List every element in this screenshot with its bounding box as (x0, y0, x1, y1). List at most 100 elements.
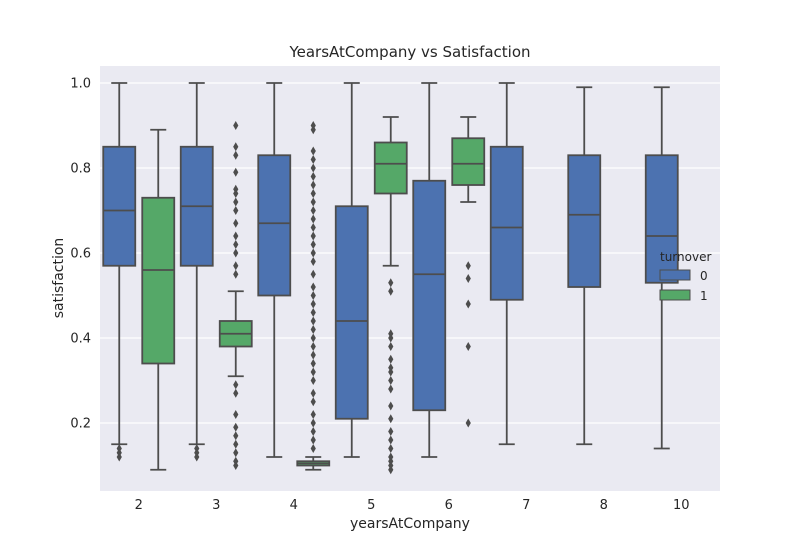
box-body (373, 141, 408, 195)
x-tick-label: 6 (445, 498, 453, 513)
box-0-year-4 (257, 82, 292, 458)
x-tick-label: 7 (522, 498, 530, 513)
flier-point (233, 410, 239, 419)
x-tick-label: 5 (367, 498, 375, 513)
box-1-year-3 (218, 121, 253, 470)
flier-point (310, 206, 316, 215)
box-body (489, 145, 524, 301)
box-body (412, 179, 447, 412)
flier-point (233, 269, 239, 279)
flier-point (310, 333, 316, 343)
box-0-year-7 (489, 82, 524, 446)
box-0-year-6 (412, 82, 447, 458)
box-body (644, 154, 679, 284)
flier-point (116, 444, 122, 453)
box-body (141, 196, 176, 365)
flier-point (310, 435, 316, 445)
legend: turnover 0 1 (659, 250, 711, 303)
flier-point (233, 121, 239, 130)
flier-point (465, 342, 471, 351)
flier-point (310, 197, 316, 207)
flier-point (233, 206, 239, 215)
y-axis-label: satisfaction (51, 238, 67, 319)
flier-point (233, 422, 239, 432)
flier-point (310, 410, 316, 419)
flier-point (233, 142, 239, 152)
flier-point (233, 448, 239, 458)
flier-point (233, 261, 239, 271)
legend-label-1: 1 (700, 289, 708, 303)
flier-point (310, 291, 316, 300)
flier-point (465, 299, 471, 309)
flier-point (310, 257, 316, 266)
flier-point (233, 218, 239, 228)
flier-point (388, 444, 394, 453)
flier-point (388, 286, 394, 296)
y-tick-label: 0.2 (70, 417, 91, 432)
flier-point (310, 427, 316, 436)
flier-point (310, 367, 316, 377)
flier-point (310, 342, 316, 351)
flier-point (233, 380, 239, 390)
flier-point (233, 184, 239, 194)
flier-point (465, 274, 471, 283)
x-tick-label: 2 (135, 498, 143, 513)
flier-point (310, 231, 316, 241)
boxes-layer (102, 82, 679, 475)
box-body (334, 205, 369, 420)
flier-point (233, 456, 239, 466)
flier-point (388, 384, 394, 394)
flier-point (233, 167, 239, 177)
flier-point (310, 376, 316, 385)
flier-point (310, 359, 316, 368)
box-1-year-2 (141, 128, 176, 471)
flier-point (465, 418, 471, 428)
box-0-year-8 (567, 86, 602, 446)
flier-point (233, 231, 239, 241)
flier-point (310, 121, 316, 130)
plot-area (100, 66, 720, 491)
flier-point (310, 388, 316, 398)
x-axis-label: yearsAtCompany (350, 516, 470, 532)
flier-point (310, 214, 316, 224)
chart-title: YearsAtCompany vs Satisfaction (288, 43, 530, 61)
flier-point (310, 163, 316, 173)
box-body (451, 137, 486, 186)
flier-point (465, 261, 471, 271)
flier-point (310, 299, 316, 309)
flier-point (388, 414, 394, 424)
flier-point (233, 431, 239, 441)
box-1-year-5 (373, 116, 408, 475)
flier-point (388, 427, 394, 436)
flier-point (388, 354, 394, 364)
legend-label-0: 0 (700, 269, 708, 283)
box-body (257, 154, 292, 297)
box-0-year-5 (334, 82, 369, 458)
flier-point (233, 248, 239, 258)
flier-point (388, 329, 394, 339)
flier-point (233, 439, 239, 449)
flier-point (233, 150, 239, 160)
flier-point (310, 189, 316, 198)
y-tick-label: 0.8 (70, 162, 91, 177)
flier-point (388, 363, 394, 373)
y-tick-label: 1.0 (70, 77, 91, 92)
flier-point (310, 350, 316, 360)
flier-point (310, 269, 316, 279)
flier-point (310, 418, 316, 428)
flier-point (310, 316, 316, 326)
legend-swatch-0 (659, 269, 691, 281)
flier-point (310, 325, 316, 334)
flier-point (310, 155, 316, 164)
flier-point (310, 282, 316, 292)
x-tick-label: 4 (290, 498, 298, 513)
box-1-year-4 (296, 121, 331, 471)
y-tick-labels: 0.2 0.4 0.6 0.8 1.0 (70, 77, 91, 432)
flier-point (310, 248, 316, 258)
flier-point (194, 444, 200, 453)
x-tick-label: 8 (600, 498, 608, 513)
flier-point (388, 435, 394, 445)
flier-point (310, 180, 316, 190)
box-body (102, 145, 137, 267)
